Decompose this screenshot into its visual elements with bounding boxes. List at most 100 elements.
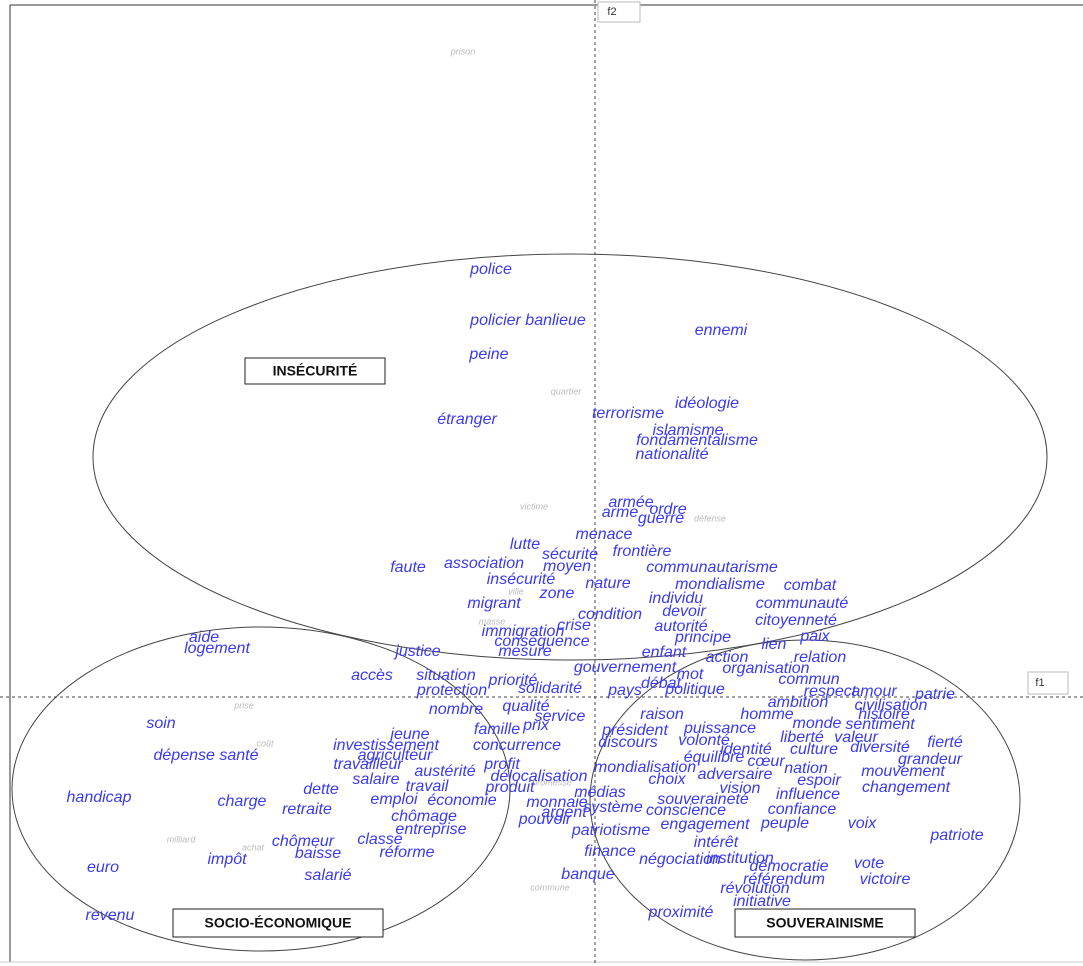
word-point: liberté: [780, 729, 824, 746]
word-point: protection: [416, 682, 487, 699]
word-point: enfant: [642, 644, 687, 661]
word-point: argent: [541, 804, 587, 821]
word-point: conscience: [646, 802, 726, 819]
word-point: identité: [720, 741, 772, 758]
word-point: milliard: [167, 834, 196, 844]
word-point: individu: [649, 590, 703, 607]
word-point: fierté: [927, 734, 963, 751]
word-point: président: [601, 722, 668, 739]
word-point: association: [444, 555, 524, 572]
word-point: action: [706, 649, 749, 666]
x-axis-label-box: [1027, 671, 1069, 695]
word-point: baisse: [295, 845, 341, 862]
word-point: puissance: [683, 720, 756, 737]
word-point: impôt: [207, 851, 247, 868]
cluster-label: INSÉCURITÉ: [273, 363, 358, 379]
word-point: pouvoir: [518, 811, 572, 828]
word-point: ville: [508, 586, 524, 596]
word-point: civilisation: [855, 697, 928, 714]
word-point: négociation: [639, 851, 721, 868]
word-point: révolution: [720, 880, 789, 897]
word-point: frontière: [613, 543, 672, 560]
word-point: influence: [776, 786, 840, 803]
word-point: entreprise: [395, 821, 466, 838]
word-point: produit: [485, 779, 535, 796]
word-point: arme: [602, 504, 639, 521]
word-point: patriotisme: [571, 822, 650, 839]
cluster-ellipse: [92, 253, 1048, 661]
word-point: culture: [790, 741, 838, 758]
word-point: commun: [778, 671, 839, 688]
word-point: prison: [450, 46, 476, 56]
word-point: adversaire: [698, 766, 773, 783]
word-point: étranger: [437, 411, 497, 428]
word-point: délocalisation: [491, 768, 588, 785]
word-point: charge: [218, 793, 267, 810]
word-point: zone: [539, 585, 575, 602]
word-point: mouvement: [861, 763, 945, 780]
cluster-ellipse: [11, 626, 511, 952]
word-point: principe: [674, 629, 731, 646]
word-point: dépense santé: [154, 747, 259, 764]
word-point: homme: [740, 706, 793, 723]
word-point: ennemi: [695, 322, 748, 339]
word-point: démocratie: [749, 858, 828, 875]
word-point: peuple: [760, 815, 809, 832]
word-point: travail: [406, 778, 449, 795]
cluster-label: SOCIO-ÉCONOMIQUE: [204, 915, 351, 931]
word-point: qualité: [502, 698, 549, 715]
word-point: moyen: [543, 558, 591, 575]
word-point: nature: [585, 575, 630, 592]
word-point: débat: [641, 675, 682, 692]
x-axis-label: f1: [1035, 677, 1044, 689]
cluster-label-box: [244, 357, 386, 385]
word-point: économie: [427, 792, 496, 809]
word-point: voix: [848, 815, 877, 832]
word-point: police: [469, 261, 512, 278]
word-point: idéologie: [675, 395, 739, 412]
word-point: volonté: [678, 732, 730, 749]
word-point: policier banlieue: [469, 312, 586, 329]
word-point: accès: [351, 667, 393, 684]
word-point: classe: [357, 831, 402, 848]
word-point: initiative: [733, 893, 791, 910]
word-point: défense: [694, 513, 726, 523]
word-point: patrie: [914, 686, 955, 703]
word-point: référendum: [743, 871, 825, 888]
word-point: proximité: [648, 904, 714, 921]
word-point: engagement: [661, 816, 751, 833]
word-point: changement: [862, 779, 951, 796]
word-point: emploi: [370, 791, 418, 808]
word-point: guerre: [638, 510, 684, 527]
word-point: valeur: [834, 729, 878, 746]
word-point: soin: [146, 715, 175, 732]
word-point: condition: [578, 606, 642, 623]
word-point: justice: [393, 643, 440, 660]
word-point: quartier: [551, 386, 583, 396]
word-point: concurrence: [473, 737, 561, 754]
word-point: mot: [677, 666, 704, 683]
word-point: cœur: [747, 753, 785, 770]
cluster-label: SOUVERAINISME: [766, 915, 883, 931]
word-point: grandeur: [898, 751, 963, 768]
word-point: revenu: [86, 907, 135, 924]
word-point: réforme: [379, 844, 434, 861]
word-point: discours: [598, 734, 658, 751]
word-point: achat: [242, 842, 265, 852]
word-point: salarié: [304, 867, 351, 884]
word-point: vision: [720, 780, 761, 797]
word-point: gouvernement: [574, 659, 677, 676]
word-point: solidarité: [518, 680, 582, 697]
word-point: victoire: [860, 871, 911, 888]
word-point: communautarisme: [646, 559, 778, 576]
word-point: communauté: [756, 595, 849, 612]
word-point: profit: [483, 756, 520, 773]
word-point: mesure: [498, 643, 551, 660]
word-point: commune: [530, 882, 570, 892]
word-point: prise: [233, 700, 254, 710]
word-point: migrant: [467, 595, 521, 612]
word-point: relation: [794, 649, 847, 666]
word-point: ambition: [768, 694, 829, 711]
word-point: lutte: [510, 536, 540, 553]
